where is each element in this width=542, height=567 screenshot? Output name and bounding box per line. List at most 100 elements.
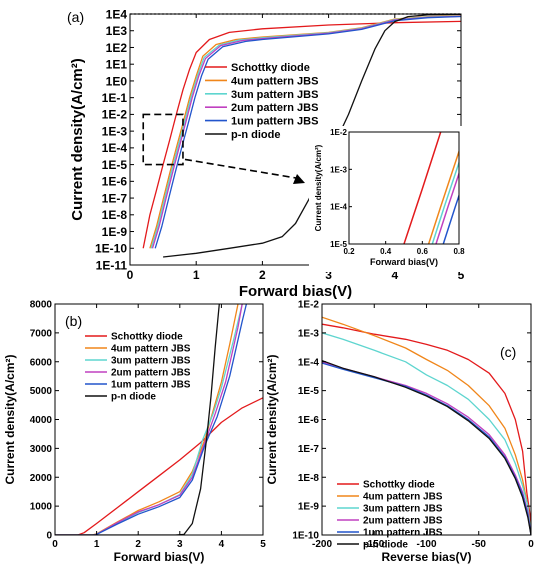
panel-1-xtick-label: 4	[219, 539, 225, 550]
zoom-region-box	[142, 113, 184, 166]
panel-1-ytick-label: 5000	[30, 386, 53, 397]
panel-0-ytick-label: 1E-5	[102, 158, 128, 172]
panel-1-xtick-label: 0	[52, 539, 58, 550]
inset-ytick-label: 1E-5	[330, 240, 347, 249]
panel-0-ytick-label: 1E-10	[95, 242, 127, 256]
legend-label-2: 3um pattern JBS	[111, 356, 191, 367]
legend-label-4: 1um pattern JBS	[363, 528, 443, 539]
inset-ytick-label: 1E-4	[330, 203, 347, 212]
inset-xtick-label: 0.6	[417, 247, 429, 256]
panel-1-xtick-label: 5	[260, 539, 266, 550]
panel-0-xtick-label: 1	[193, 268, 200, 282]
inset-ytick-label: 1E-3	[330, 165, 347, 174]
panel-1-panel-label: (b)	[65, 313, 82, 329]
legend-label-5: p-n diode	[363, 540, 408, 551]
panel-2-xtick-label: 0	[528, 539, 534, 550]
legend-label-3: 2um pattern JBS	[231, 102, 318, 114]
panel-1-ytick-label: 4000	[30, 415, 53, 426]
legend-label-0: Schottky diode	[363, 480, 435, 491]
legend-label-5: p-n diode	[111, 392, 156, 403]
panel-1-ytick-label: 3000	[30, 444, 53, 455]
panel-2-ylabel: Current density(A/cm²)	[265, 354, 279, 484]
panel-1-ytick-label: 0	[46, 531, 52, 542]
panel-1-ytick-label: 6000	[30, 357, 53, 368]
panel-2-xtick-label: -50	[472, 539, 487, 550]
panel-1-ytick-label: 1000	[30, 502, 53, 513]
series-line-2	[322, 332, 531, 535]
panel-1-ytick-label: 2000	[30, 473, 53, 484]
panel-2-xtick-label: -150	[364, 539, 384, 550]
panel-2-ytick-label: 1E-4	[298, 357, 320, 368]
panel-1-xtick-label: 3	[177, 539, 183, 550]
inset-frame	[348, 131, 460, 245]
inset-xlabel: Forward bias(V)	[370, 257, 438, 267]
legend-label-1: 4um pattern JBS	[231, 75, 318, 87]
panel-0-xtick-label: 2	[259, 268, 266, 282]
panel-0-xtick-label: 0	[127, 268, 134, 282]
series-line-4	[154, 15, 461, 249]
series-line-5	[322, 359, 531, 535]
legend-label-0: Schottky diode	[111, 332, 183, 343]
zoom-arrow-line	[184, 158, 297, 179]
panel-0-ytick-label: 1E4	[106, 7, 128, 21]
legend-label-2: 3um pattern JBS	[363, 504, 443, 515]
panel-0-ytick-label: 1E1	[106, 58, 128, 72]
panel-1-ylabel: Current density(A/cm²)	[3, 354, 17, 484]
panel-2-ytick-label: 1E-3	[298, 328, 320, 339]
panel-2-ytick-label: 1E-6	[298, 415, 320, 426]
panel-0-xlabel: Forward bias(V)	[239, 283, 352, 300]
panel-0-ylabel: Current density(A/cm²)	[69, 58, 86, 221]
series-line-0	[55, 397, 263, 535]
panel-0-xtick-label: 5	[458, 268, 465, 282]
panel-0-ytick-label: 1E-7	[102, 191, 128, 205]
panel-2-panel-label: (c)	[500, 344, 516, 360]
panel-0-xtick-label: 3	[325, 268, 332, 282]
panel-0-ytick-label: 1E3	[106, 24, 128, 38]
panel-0-ytick-label: 1E-3	[102, 124, 128, 138]
panel-0-ytick-label: 1E-2	[102, 108, 128, 122]
panel-2-xtick-label: -100	[416, 539, 436, 550]
panel-1-ytick-label: 8000	[30, 300, 53, 311]
series-line-4	[322, 362, 531, 535]
panel-0-ytick-label: 1E-11	[96, 258, 128, 272]
legend-label-2: 3um pattern JBS	[231, 89, 318, 101]
legend-label-3: 2um pattern JBS	[111, 368, 191, 379]
inset-xtick-label: 0.2	[343, 247, 355, 256]
panel-2-ytick-label: 1E-7	[298, 444, 320, 455]
panel-2-ytick-label: 1E-8	[298, 473, 320, 484]
legend-label-1: 4um pattern JBS	[111, 344, 191, 355]
series-line-0	[322, 323, 531, 535]
panel-0-ytick-label: 1E-4	[102, 141, 128, 155]
panel-0-ytick-label: 1E0	[106, 74, 128, 88]
inset-xtick-label: 0.8	[453, 247, 465, 256]
panel-0-ytick-label: 1E-8	[102, 208, 128, 222]
panel-0-ytick-label: 1E2	[106, 41, 128, 55]
panel-1-xtick-label: 2	[135, 539, 141, 550]
panel-1-ytick-label: 7000	[30, 328, 53, 339]
legend-label-4: 1um pattern JBS	[111, 380, 191, 391]
legend-label-3: 2um pattern JBS	[363, 516, 443, 527]
panel-2-ytick-label: 1E-2	[298, 300, 320, 311]
panel-2-xtick-label: -200	[312, 539, 332, 550]
panel-0-ytick-label: 1E-6	[102, 175, 128, 189]
legend-label-1: 4um pattern JBS	[363, 492, 443, 503]
series-line-1	[322, 316, 531, 535]
panel-0-panel-label: (a)	[67, 9, 84, 25]
inset-xtick-label: 0.4	[380, 247, 392, 256]
panel-0-xtick-label: 4	[391, 268, 398, 282]
panel-2-ytick-label: 1E-10	[292, 531, 319, 542]
panel-2-series	[322, 316, 531, 535]
panel-2-ytick-label: 1E-9	[298, 502, 320, 513]
panel-1-xlabel: Forward bias(V)	[114, 550, 205, 564]
series-line-0	[142, 20, 461, 249]
legend-label-5: p-n diode	[231, 129, 281, 141]
panel-2-ytick-label: 1E-5	[298, 386, 320, 397]
panel-1-xtick-label: 1	[94, 539, 100, 550]
panel-0-ytick-label: 1E-1	[102, 91, 128, 105]
zoom-arrow-head	[293, 174, 305, 184]
panel-0-ytick-label: 1E-9	[102, 225, 128, 239]
